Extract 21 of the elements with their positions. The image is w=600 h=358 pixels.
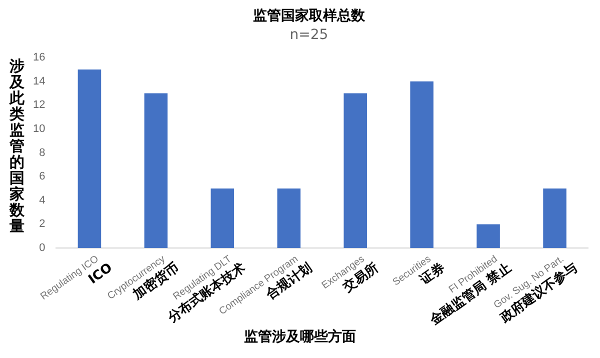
y-tick-label: 8 bbox=[39, 146, 46, 159]
bar bbox=[344, 93, 367, 248]
y-tick-label: 14 bbox=[32, 75, 46, 88]
y-tick-label: 12 bbox=[32, 99, 46, 112]
x-axis-title: 监管涉及哪些方面 bbox=[243, 328, 357, 346]
y-tick-label: 10 bbox=[32, 123, 46, 136]
bar bbox=[78, 70, 102, 248]
bar bbox=[476, 224, 500, 248]
text: 涉及此类监管的国家数量 bbox=[10, 57, 24, 235]
y-tick-label: 2 bbox=[39, 218, 46, 230]
y-tick-label: 6 bbox=[39, 170, 46, 183]
bar bbox=[277, 188, 301, 248]
bar bbox=[543, 188, 566, 248]
y-tick-label: 0 bbox=[39, 242, 46, 254]
y-tick-label: 16 bbox=[32, 52, 46, 64]
bar bbox=[144, 93, 168, 248]
bar bbox=[210, 188, 234, 248]
y-tick-label: 4 bbox=[39, 194, 46, 206]
bar bbox=[410, 81, 434, 248]
chart-subtitle: n=25 bbox=[290, 26, 328, 43]
chart-title: 监管国家取样总数 bbox=[253, 7, 366, 24]
